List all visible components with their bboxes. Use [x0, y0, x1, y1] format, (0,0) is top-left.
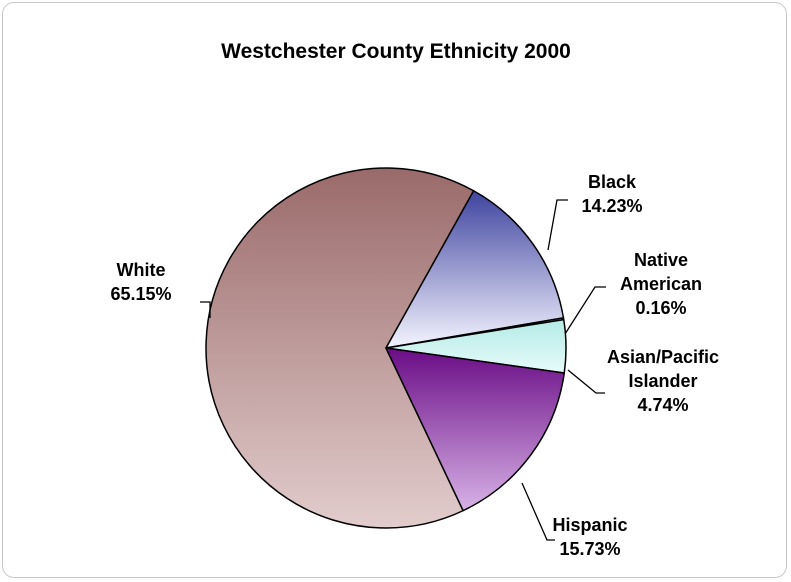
- slice-label-black: Black 14.23%: [581, 172, 642, 216]
- leader-line-black: [547, 199, 568, 251]
- slice-label-hispanic: Hispanic 15.73%: [552, 515, 627, 559]
- pie-slices: [205, 167, 567, 529]
- chart-title: Westchester County Ethnicity 2000: [221, 40, 571, 63]
- slice-labels: White 65.15% Black 14.23% Native American 0.16…: [110, 172, 719, 559]
- leader-line-asian-pacific-islander: [567, 369, 605, 394]
- leader-line-white: [200, 301, 211, 318]
- pie-slice-white: [205, 167, 475, 529]
- slice-label-asian-pacific-islander: Asian/Pacific Islander 4.74%: [607, 347, 719, 415]
- slice-label-white: White 65.15%: [110, 260, 171, 304]
- pie-slice-hispanic: [385, 347, 565, 512]
- leader-lines: [200, 199, 606, 541]
- leader-line-native-american: [564, 286, 606, 335]
- pie-slice-black: [385, 190, 565, 349]
- slice-label-native-american: Native American 0.16%: [620, 250, 702, 318]
- leader-line-hispanic: [521, 482, 555, 541]
